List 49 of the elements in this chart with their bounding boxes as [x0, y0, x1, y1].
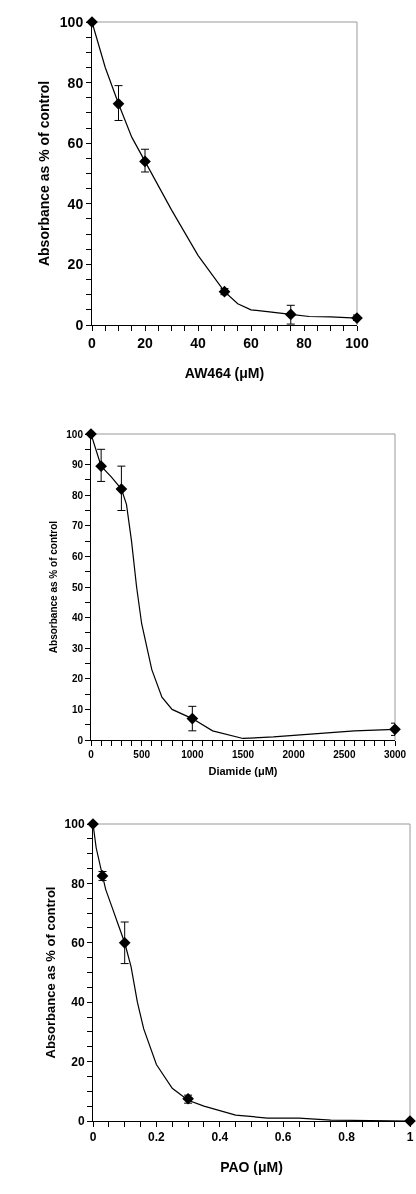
- y-tick-label: 0: [75, 316, 84, 333]
- x-tick-label: 40: [190, 334, 206, 351]
- y-tick-label: 60: [67, 135, 84, 152]
- y-tick-label: 60: [71, 936, 85, 950]
- x-tick-label: 2500: [333, 749, 356, 760]
- y-axis-title: Absorbance as % of control: [42, 886, 58, 1059]
- x-tick-label: 0: [88, 749, 95, 760]
- x-tick-label: 0.2: [148, 1130, 166, 1145]
- x-tick-label: 500: [133, 749, 151, 760]
- y-tick-label: 20: [71, 1054, 85, 1069]
- y-tick-label: 20: [71, 673, 84, 685]
- x-tick-label: 0.4: [211, 1130, 229, 1145]
- y-tick-label: 90: [71, 459, 84, 471]
- y-tick-label: 40: [71, 612, 84, 624]
- y-tick-label: 50: [71, 581, 84, 593]
- x-tick-label: 1: [406, 1130, 414, 1145]
- x-tick-label: 2000: [282, 749, 306, 760]
- y-tick-label: 100: [66, 428, 84, 440]
- x-tick-label: 100: [345, 334, 369, 351]
- y-tick-label: 20: [67, 256, 84, 273]
- y-tick-label: 80: [71, 876, 85, 891]
- x-axis-title: PAO (μM): [220, 1158, 283, 1175]
- y-tick-label: 80: [67, 74, 84, 91]
- y-tick-label: 60: [71, 550, 84, 562]
- x-tick-label: 0: [88, 334, 97, 351]
- x-tick-label: 0: [89, 1130, 97, 1145]
- y-tick-label: 40: [67, 195, 84, 212]
- x-tick-label: 0.8: [338, 1130, 356, 1145]
- y-tick-label: 10: [71, 703, 84, 715]
- y-tick-label: 100: [59, 13, 84, 30]
- y-tick-label: 0: [77, 734, 84, 746]
- y-tick-label: 0: [77, 1114, 85, 1129]
- x-tick-label: 60: [243, 334, 259, 351]
- x-tick-label: 3000: [383, 749, 407, 760]
- x-tick-label: 20: [137, 334, 153, 351]
- y-tick-label: 100: [64, 817, 85, 832]
- x-tick-label: 1500: [231, 749, 255, 760]
- x-tick-label: 0.6: [274, 1130, 292, 1145]
- y-tick-label: 30: [71, 642, 84, 654]
- x-tick-label: 1000: [181, 749, 204, 760]
- y-tick-label: 40: [71, 995, 85, 1010]
- y-tick-label: 80: [71, 489, 84, 501]
- x-axis-title: AW464 (μM): [184, 365, 265, 382]
- y-tick-label: 70: [71, 520, 84, 532]
- point: [389, 723, 401, 736]
- x-tick-label: 80: [296, 334, 312, 351]
- y-axis-title: Absorbance as % of control: [48, 520, 60, 654]
- x-axis-title: Diamide (μM): [208, 765, 278, 778]
- y-axis-title: Absorbance as % of control: [36, 80, 53, 267]
